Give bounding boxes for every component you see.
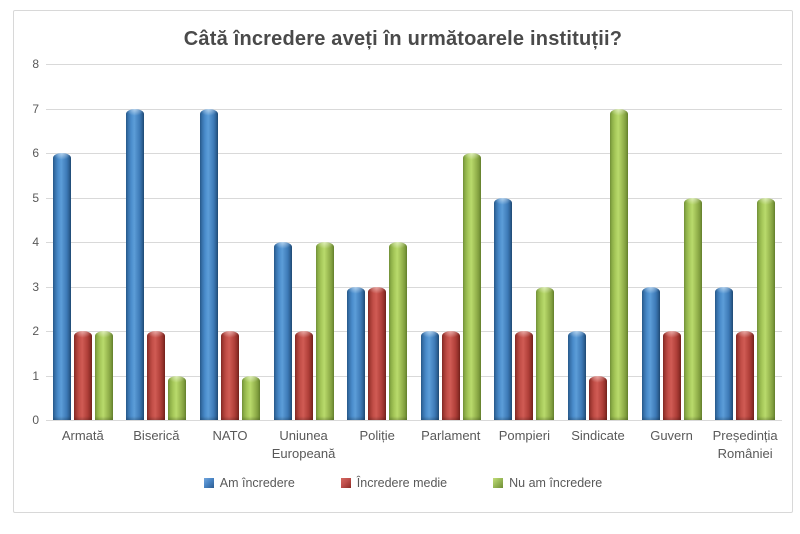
x-label-poliție: Poliție: [359, 428, 395, 443]
bar-am-încredere-poliție: [347, 286, 366, 420]
x-label-pompieri: Pompieri: [498, 428, 550, 443]
bar-group-armată: [46, 64, 120, 420]
y-tick-label-7: 7: [32, 101, 39, 116]
bar-group-parlament: [414, 64, 488, 420]
bar-încredere-medie-biserică: [147, 331, 166, 420]
bar-încredere-medie-pompieri: [515, 331, 534, 420]
legend: Am încredere Încredere medie Nu am încrede…: [14, 476, 792, 490]
bar-nu-am-încredere-pompieri: [536, 286, 555, 420]
x-label-parlament: Parlament: [421, 428, 481, 443]
legend-item-încredere-medie: Încredere medie: [340, 476, 448, 491]
gridline-0: [46, 420, 782, 421]
bar-nu-am-încredere-poliție: [389, 242, 408, 420]
bar-nu-am-încredere-parlament: [462, 153, 481, 420]
y-tick-label-5: 5: [32, 190, 39, 205]
x-axis-labels: Armată Biserică NATO Uniunea Europeană Poliț…: [46, 427, 782, 463]
bar-am-încredere-președinția-româniei: [715, 286, 734, 420]
gridline-8: [46, 64, 782, 65]
chart-frame: Câtă încredere aveți în următoarele inst…: [13, 10, 793, 513]
plot-area: [46, 64, 782, 421]
bar-am-încredere-guvern: [641, 286, 660, 420]
x-label-președinția-româniei: Președinția României: [712, 428, 778, 462]
legend-label: Am încredere: [219, 476, 295, 491]
y-tick-label-0: 0: [32, 413, 39, 427]
legend-item-nu-am-încredere: Nu am încredere: [493, 476, 602, 490]
bar-am-încredere-sindicate: [567, 331, 586, 420]
bar-am-încredere-nato: [199, 108, 218, 420]
legend-marker-icon: [340, 478, 351, 489]
x-label-biserică: Biserică: [133, 428, 180, 443]
bar-group-poliție: [340, 64, 414, 420]
bar-încredere-medie-nato: [220, 331, 239, 420]
legend-label: Încredere medie: [356, 476, 448, 491]
bar-nu-am-încredere-biserică: [168, 375, 187, 420]
y-tick-label-6: 6: [32, 146, 39, 160]
bar-nu-am-încredere-nato: [241, 375, 260, 420]
y-tick-label-1: 1: [32, 368, 39, 383]
bar-group-pompieri: [488, 64, 562, 420]
bar-group-nato: [193, 64, 267, 420]
bar-am-încredere-parlament: [420, 331, 439, 420]
x-label-sindicate: Sindicate: [571, 428, 625, 443]
gridline-4: [46, 242, 782, 243]
bar-group-guvern: [635, 64, 709, 420]
x-label-uniunea-europeană: Uniunea Europeană: [271, 428, 336, 462]
bar-am-încredere-pompieri: [494, 197, 513, 420]
bar-am-încredere-biserică: [126, 108, 145, 420]
gridline-6: [46, 153, 782, 154]
bar-groups: [46, 64, 782, 420]
bar-încredere-medie-poliție: [368, 286, 387, 420]
bar-încredere-medie-uniunea-europeană: [294, 331, 313, 420]
bar-nu-am-încredere-guvern: [683, 197, 702, 420]
bar-nu-am-încredere-armată: [94, 331, 113, 420]
bar-încredere-medie-parlament: [441, 331, 460, 420]
bar-încredere-medie-președinția-româniei: [736, 331, 755, 420]
y-tick-label-3: 3: [32, 279, 39, 294]
x-label-guvern: Guvern: [650, 428, 693, 443]
bar-am-încredere-uniunea-europeană: [273, 242, 292, 420]
legend-label: Nu am încredere: [509, 476, 603, 491]
bar-group-președinția-româniei: [708, 64, 782, 420]
chart-body: 0 1 2 3 4 5 6 7 8: [22, 57, 782, 427]
y-tick-label-8: 8: [32, 57, 39, 71]
gridline-7: [46, 108, 782, 110]
bar-group-uniunea-europeană: [267, 64, 341, 420]
x-label-nato: NATO: [212, 428, 248, 443]
gridline-1: [46, 375, 782, 377]
x-label-armată: Armată: [61, 428, 104, 443]
chart-title: Câtă încredere aveți în următoarele inst…: [183, 28, 623, 50]
gridline-2: [46, 331, 782, 332]
bar-încredere-medie-sindicate: [588, 375, 607, 420]
y-axis: 0 1 2 3 4 5 6 7 8: [22, 57, 46, 427]
bar-group-biserică: [120, 64, 194, 420]
bar-nu-am-încredere-președinția-româniei: [757, 197, 776, 420]
gridline-5: [46, 197, 782, 199]
bar-încredere-medie-guvern: [662, 331, 681, 420]
bar-nu-am-încredere-uniunea-europeană: [315, 242, 334, 420]
bar-am-încredere-armată: [52, 153, 71, 420]
legend-item-am-încredere: Am încredere: [203, 476, 295, 491]
y-tick-label-2: 2: [32, 324, 39, 338]
legend-marker-icon: [493, 478, 504, 489]
bar-nu-am-încredere-sindicate: [609, 108, 628, 420]
bar-group-sindicate: [561, 64, 635, 420]
y-tick-label-4: 4: [32, 235, 39, 249]
bar-încredere-medie-armată: [73, 331, 92, 420]
gridline-3: [46, 286, 782, 288]
legend-marker-icon: [203, 478, 214, 489]
